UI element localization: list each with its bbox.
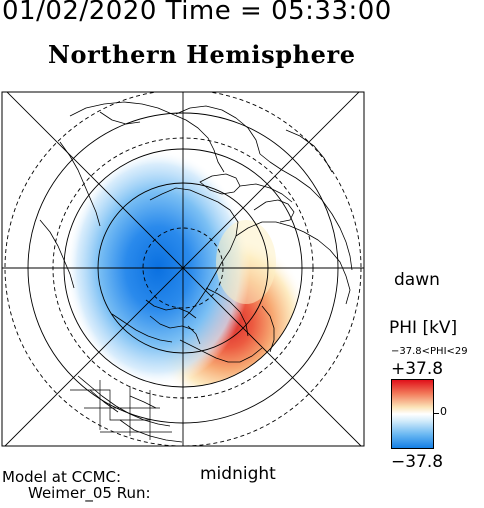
coastlines xyxy=(39,101,353,443)
colorbar-max-label: +37.8 xyxy=(391,359,444,379)
colorbar-zero-label: 0 xyxy=(440,405,447,418)
hemisphere-title: Northern Hemisphere xyxy=(48,40,356,69)
colorbar-title: PHI [kV] xyxy=(389,318,458,338)
colorbar-zero-tick xyxy=(434,413,439,414)
colorbar-range-text: −37.8<PHI<29 xyxy=(391,346,468,357)
polar-map xyxy=(0,90,366,448)
timestamp: 01/02/2020 Time = 05:33:00 xyxy=(2,0,392,26)
run-label: Weimer_05 Run: xyxy=(28,484,151,502)
colorbar xyxy=(391,379,434,449)
colorbar-min-label: −37.8 xyxy=(391,452,444,472)
meridian-lines xyxy=(2,92,364,446)
dawn-label: dawn xyxy=(394,270,440,290)
midnight-label: midnight xyxy=(200,464,276,484)
model-label: Model at CCMC: xyxy=(2,468,122,486)
political-boundaries xyxy=(70,380,172,440)
